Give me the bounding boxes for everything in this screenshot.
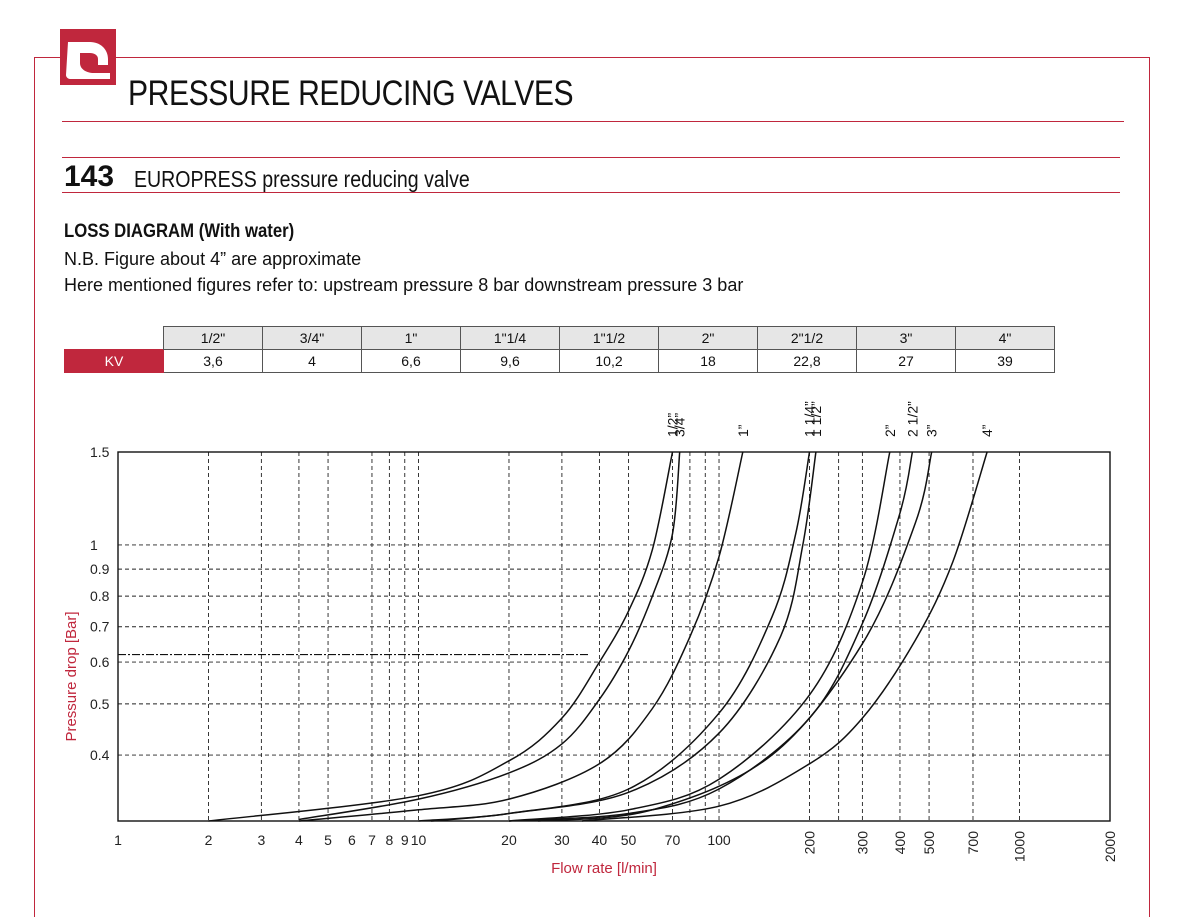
brand-logo (60, 29, 116, 85)
series-label: 4” (979, 424, 995, 437)
kv-value-cell: 3,6 (163, 349, 263, 373)
kv-value-row: KV 3,6 4 6,6 9,6 10,2 18 22,8 27 39 (64, 349, 1055, 373)
x-tick-label: 3 (257, 832, 265, 848)
kv-size-cell: 1/2" (163, 326, 263, 350)
x-tick-label: 6 (348, 832, 356, 848)
kv-value-cell: 4 (262, 349, 362, 373)
product-code: 143 (64, 160, 115, 193)
x-axis-label: Flow rate [l/min] (551, 860, 657, 877)
kv-size-cell: 4" (955, 326, 1055, 350)
x-tick-label: 10 (411, 832, 427, 848)
x-tick-label: 2 (205, 832, 213, 848)
x-tick-label: 20 (501, 832, 517, 848)
kv-size-cell: 1"1/4 (460, 326, 560, 350)
series-label: 1” (735, 424, 751, 437)
y-axis-label: Pressure drop [Bar] (63, 611, 80, 741)
kv-value-cell: 10,2 (559, 349, 659, 373)
x-tick-label: 4 (295, 832, 303, 848)
x-tick-label: 5 (324, 832, 332, 848)
x-tick-label: 70 (665, 832, 681, 848)
x-tick-label: 400 (892, 831, 908, 855)
product-top-rule (62, 157, 1120, 158)
frame-right-border (1149, 57, 1150, 917)
y-tick-label: 1 (90, 537, 98, 553)
kv-size-cell: 1"1/2 (559, 326, 659, 350)
series-label: 2 1/2” (904, 401, 920, 437)
kv-value-cell: 22,8 (757, 349, 857, 373)
y-tick-label: 0.9 (90, 561, 110, 577)
y-tick-label: 1.5 (90, 444, 110, 460)
kv-value-cell: 18 (658, 349, 758, 373)
series-line (581, 451, 988, 822)
series-line (508, 451, 914, 822)
series-label: 3” (924, 424, 940, 437)
product-name: EUROPRESS pressure reducing valve (134, 166, 470, 192)
x-tick-label: 1000 (1012, 831, 1028, 862)
y-tick-label: 0.7 (90, 619, 110, 635)
x-tick-label: 1 (114, 832, 122, 848)
x-tick-label: 100 (707, 832, 731, 848)
kv-size-row: 1/2" 3/4" 1" 1"1/4 1"1/2 2" 2"1/2 3" 4" (65, 326, 1055, 350)
x-tick-label: 200 (801, 831, 817, 855)
kv-value-cell: 39 (955, 349, 1055, 373)
frame-left-border (34, 57, 35, 917)
x-tick-label: 500 (921, 831, 937, 855)
x-tick-label: 30 (554, 832, 570, 848)
kv-size-cell: 3/4" (262, 326, 362, 350)
series-label: 3/4” (672, 413, 688, 437)
kv-size-cell: 1" (361, 326, 461, 350)
x-tick-label: 50 (621, 832, 637, 848)
y-tick-label: 0.6 (90, 654, 110, 670)
note-approximate: N.B. Figure about 4” are approximate (64, 249, 362, 269)
series-line (298, 451, 744, 822)
frame-top-border (34, 57, 1150, 58)
x-tick-label: 700 (965, 831, 981, 855)
title-underline (62, 121, 1124, 122)
x-tick-label: 2000 (1102, 831, 1118, 862)
kv-row-label: KV (64, 349, 164, 373)
y-tick-label: 0.4 (90, 747, 110, 763)
y-tick-label: 0.5 (90, 696, 110, 712)
series-line (298, 451, 681, 821)
series-label: 1 1/4” (801, 401, 817, 437)
section-heading: LOSS DIAGRAM (With water) (64, 221, 295, 242)
series-label: 1/2” (664, 413, 680, 437)
product-bottom-rule (62, 192, 1120, 193)
series-label: 2” (882, 424, 898, 437)
series-label: 1 1/2” (808, 401, 824, 437)
x-tick-label: 40 (592, 832, 608, 848)
x-tick-label: 300 (854, 831, 870, 855)
series-line (538, 451, 933, 822)
series-line (418, 451, 811, 822)
loss-diagram-chart: 0.4 0.5 0.6 0.7 0.8 0.9 1 1.5 1 2 3 4 5 6 7 8 9 10 20 30 40 5… (63, 401, 1118, 877)
x-tick-label: 8 (385, 832, 393, 848)
x-tick-label: 9 (401, 832, 409, 848)
series-line (430, 451, 817, 822)
series-line (208, 451, 674, 822)
kv-corner-cell (65, 327, 164, 350)
kv-value-cell: 9,6 (460, 349, 560, 373)
note-pressure-conditions: Here mentioned figures refer to: upstrea… (64, 275, 744, 295)
x-tick-label: 7 (368, 832, 376, 848)
kv-size-cell: 2"1/2 (757, 326, 857, 350)
kv-size-cell: 2" (658, 326, 758, 350)
y-tick-label: 0.8 (90, 588, 110, 604)
kv-value-cell: 27 (856, 349, 956, 373)
kv-size-cell: 3" (856, 326, 956, 350)
series-line (508, 451, 891, 822)
plot-frame (117, 451, 1111, 822)
kv-value-cell: 6,6 (361, 349, 461, 373)
kv-table: 1/2" 3/4" 1" 1"1/4 1"1/2 2" 2"1/2 3" 4" … (64, 326, 1055, 373)
page-title: PRESSURE REDUCING VALVES (128, 74, 574, 113)
